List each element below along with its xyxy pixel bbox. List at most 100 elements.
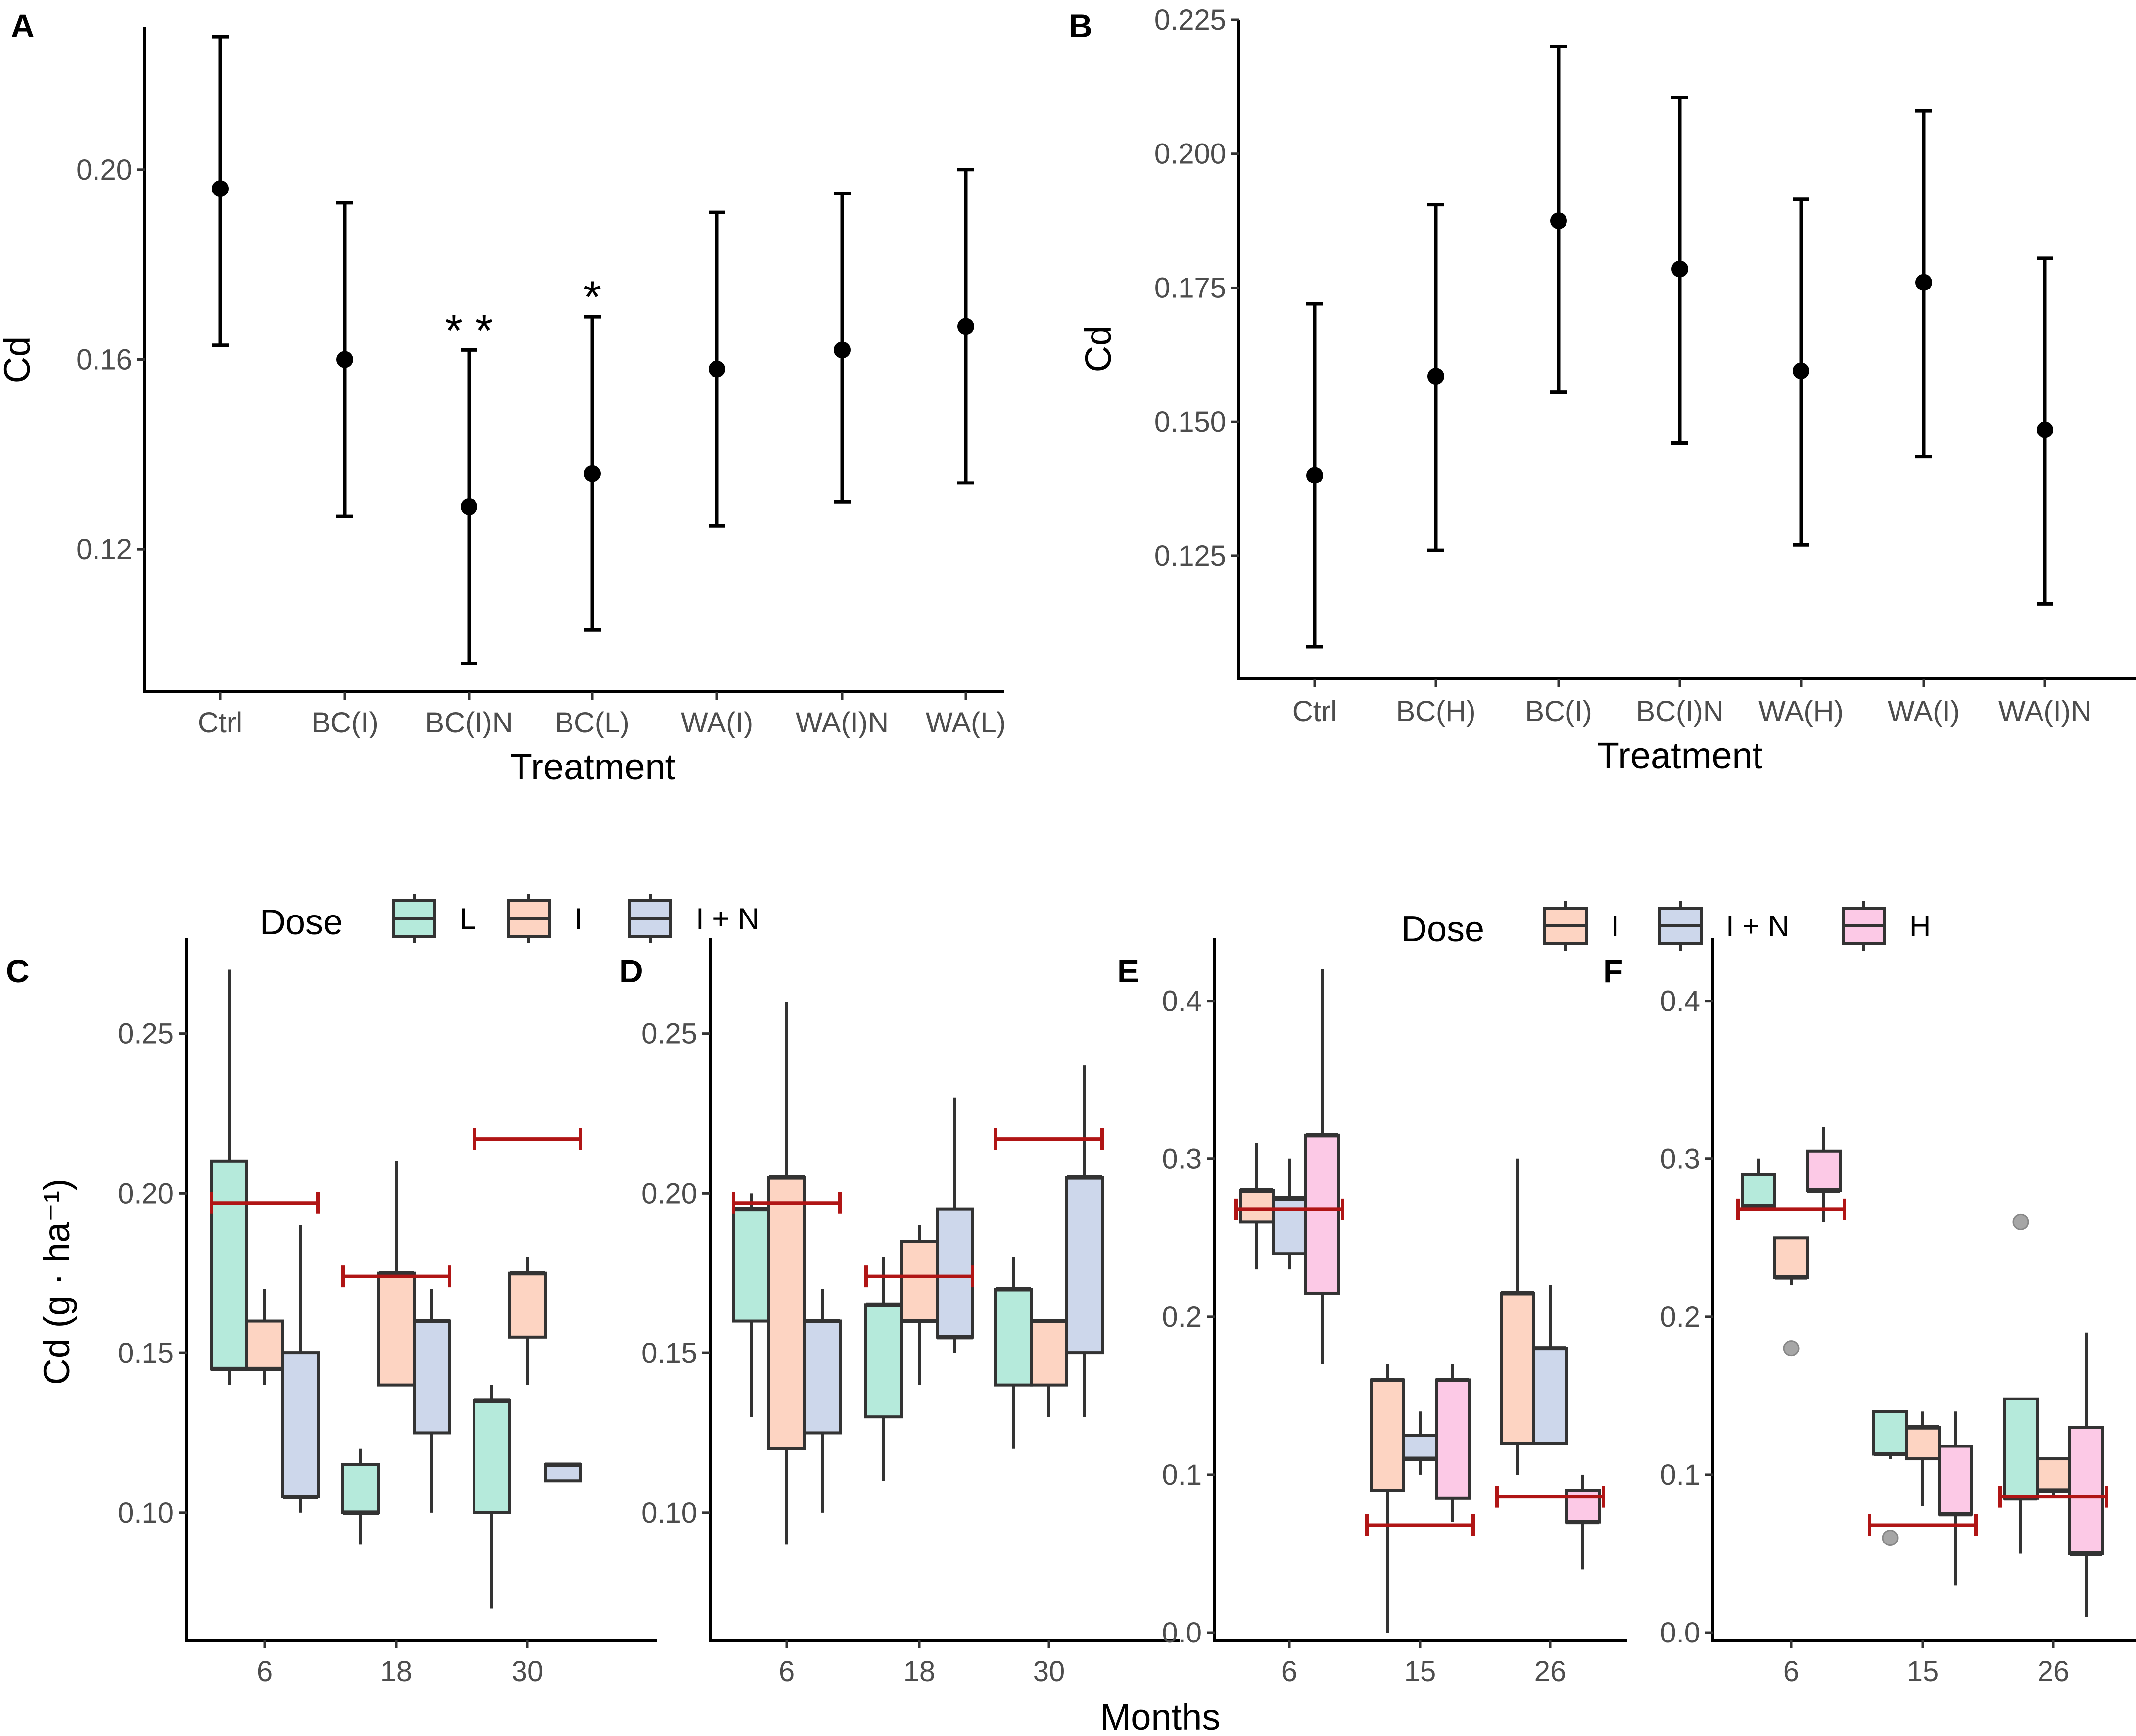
box-body	[1370, 1378, 1405, 1492]
errorbar-1	[1427, 203, 1444, 552]
box-body	[1806, 1149, 1842, 1192]
y-tick-label: 0.3	[1162, 1143, 1202, 1175]
legend-title: Dose	[260, 903, 343, 942]
x-tick-label: BC(I)	[311, 707, 378, 739]
y-tick-label: 0.12	[76, 533, 132, 566]
box-body	[508, 1271, 547, 1339]
x-tick-label: WA(I)	[1888, 695, 1960, 727]
box-body	[2003, 1397, 2039, 1500]
reference-line-1	[1868, 1514, 1978, 1537]
mean-point	[1793, 362, 1809, 380]
y-tick-label: 0.16	[76, 344, 132, 376]
panel-label: A	[11, 7, 35, 44]
box-body	[1872, 1410, 1908, 1456]
mean-point	[1671, 260, 1688, 278]
box-0-2	[1806, 1127, 1842, 1222]
box-2-0	[994, 1257, 1033, 1449]
mean-point	[1306, 467, 1323, 484]
errorbar-4	[1793, 197, 1809, 547]
significance-marker: *	[583, 272, 601, 323]
errorbar-0	[1306, 302, 1323, 649]
x-tick-label: WA(I)N	[796, 707, 889, 739]
box-1-0	[1872, 1410, 1908, 1459]
panel-label: E	[1117, 953, 1139, 989]
y-tick-label: 0.15	[118, 1337, 174, 1369]
y-tick-label: 0.150	[1154, 406, 1226, 438]
errorbar-5	[834, 192, 851, 504]
x-tick-label: 30	[512, 1655, 544, 1688]
y-tick-label: 0.10	[641, 1497, 697, 1529]
box-0-0	[1741, 1158, 1776, 1208]
chart-panel-c: 0.10 0.15 0.20 0.25 6 18 30 C Cd (g · ha⁻¹)	[6, 938, 657, 1688]
y-tick-label: 0.175	[1154, 272, 1226, 304]
box-2-0	[2003, 1397, 2039, 1554]
x-tick-label: 26	[2038, 1655, 2070, 1688]
legend-key: L	[392, 894, 476, 943]
mean-point	[709, 360, 725, 378]
y-tick-label: 0.20	[76, 154, 132, 186]
box-body	[900, 1240, 939, 1323]
box-0-2	[1304, 969, 1340, 1364]
box-2-2	[1565, 1474, 1601, 1570]
box-body	[936, 1207, 974, 1339]
box-body	[1304, 1133, 1340, 1295]
box-body	[1272, 1197, 1307, 1255]
legend-item-label: I	[574, 902, 583, 935]
reference-line-2	[1495, 1486, 1605, 1508]
box-1-1	[377, 1161, 416, 1387]
legend-key: I + N	[1658, 901, 1789, 951]
legend-item-label: H	[1909, 910, 1931, 943]
box-body	[2036, 1457, 2071, 1492]
legend-title: Dose	[1401, 910, 1484, 949]
reference-line-2	[473, 1128, 582, 1150]
box-body	[1938, 1445, 1973, 1516]
box-body	[1532, 1347, 1568, 1445]
errorbar-5	[1915, 109, 1932, 459]
panel-label: D	[619, 953, 643, 989]
box-1-2	[1435, 1364, 1471, 1522]
mean-point	[212, 180, 229, 197]
box-body	[1773, 1236, 1809, 1279]
legend-1: Dose L I I + N	[260, 894, 759, 943]
box-1-0	[864, 1257, 903, 1481]
errorbar-1	[336, 201, 353, 518]
box-1-2	[413, 1289, 451, 1513]
box-2-0	[1500, 1158, 1535, 1475]
x-tick-label: BC(L)	[555, 707, 629, 739]
box-2-1	[1532, 1285, 1568, 1445]
box-1-1	[1402, 1411, 1438, 1475]
y-tick-label: 0.0	[1660, 1617, 1700, 1649]
legend-key: I	[1543, 901, 1619, 951]
box-body	[2068, 1426, 2104, 1555]
box-body	[1402, 1434, 1438, 1461]
x-tick-label: 15	[1404, 1655, 1436, 1688]
box-0-2	[281, 1225, 320, 1513]
box-body	[544, 1463, 582, 1483]
panel-label: B	[1069, 7, 1092, 44]
box-body	[1500, 1291, 1535, 1445]
mean-point	[1427, 368, 1444, 385]
x-tick-label: 15	[1907, 1655, 1939, 1688]
outlier-point	[1882, 1530, 1899, 1546]
x-tick-label: Ctrl	[1292, 695, 1337, 727]
box-body	[341, 1463, 380, 1514]
mean-point	[834, 341, 851, 359]
legend-key: H	[1842, 901, 1931, 951]
reference-line-1	[341, 1265, 451, 1288]
box-0-0	[210, 969, 248, 1385]
y-tick-label: 0.2	[1162, 1301, 1202, 1333]
box-body	[281, 1351, 320, 1498]
mean-point	[957, 318, 974, 335]
mean-point	[2037, 421, 2053, 438]
x-tick-label: 6	[779, 1655, 795, 1688]
box-body	[803, 1319, 842, 1435]
panel-label: C	[6, 953, 30, 989]
reference-line-2	[994, 1128, 1104, 1150]
box-body	[473, 1399, 511, 1514]
x-tick-label: BC(H)	[1396, 695, 1475, 727]
box-body	[1905, 1426, 1941, 1461]
box-1-2	[936, 1097, 974, 1353]
y-tick-label: 0.15	[641, 1337, 697, 1369]
box-body	[994, 1288, 1033, 1387]
